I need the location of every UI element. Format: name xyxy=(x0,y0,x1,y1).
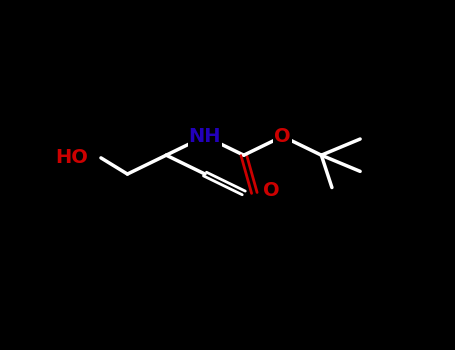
Text: NH: NH xyxy=(189,127,221,146)
Text: O: O xyxy=(274,127,291,146)
Text: O: O xyxy=(263,181,280,200)
Text: HO: HO xyxy=(56,148,89,167)
